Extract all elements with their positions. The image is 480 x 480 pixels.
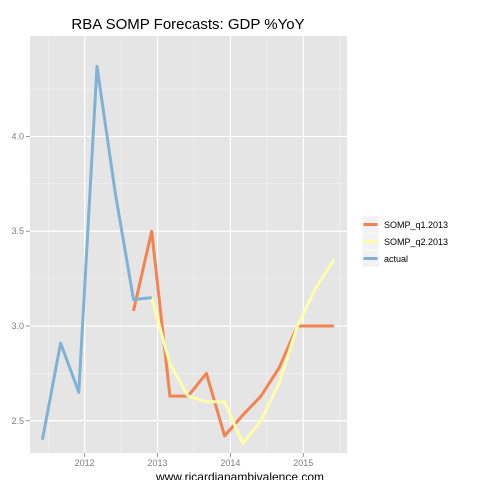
x-tick-label: 2015 xyxy=(293,458,313,468)
chart-title: RBA SOMP Forecasts: GDP %YoY xyxy=(71,16,304,33)
series-line-actual xyxy=(40,64,152,440)
series-lines xyxy=(40,64,336,445)
source-caption: www.ricardianambivalence.com xyxy=(155,470,324,480)
x-tick-label: 2014 xyxy=(220,458,240,468)
x-axis: 2012 2013 2014 2015 xyxy=(75,453,313,468)
plot-panel xyxy=(30,36,347,453)
minor-gridlines xyxy=(30,36,347,453)
x-tick-label: 2013 xyxy=(148,458,168,468)
legend-label-actual: actual xyxy=(384,254,408,264)
y-axis: 2.5 3.0 3.5 4.0 xyxy=(11,131,30,426)
y-tick-label: 3.5 xyxy=(11,226,24,236)
series-line-somp-q2-2013 xyxy=(150,258,336,445)
legend-label-somp-q1-2013: SOMP_q1.2013 xyxy=(384,220,448,230)
y-tick-label: 2.5 xyxy=(11,416,24,426)
legend-label-somp-q2-2013: SOMP_q2.2013 xyxy=(384,237,448,247)
major-gridlines xyxy=(30,36,347,453)
x-tick-label: 2012 xyxy=(75,458,95,468)
y-tick-label: 4.0 xyxy=(11,131,24,141)
y-tick-label: 3.0 xyxy=(11,321,24,331)
